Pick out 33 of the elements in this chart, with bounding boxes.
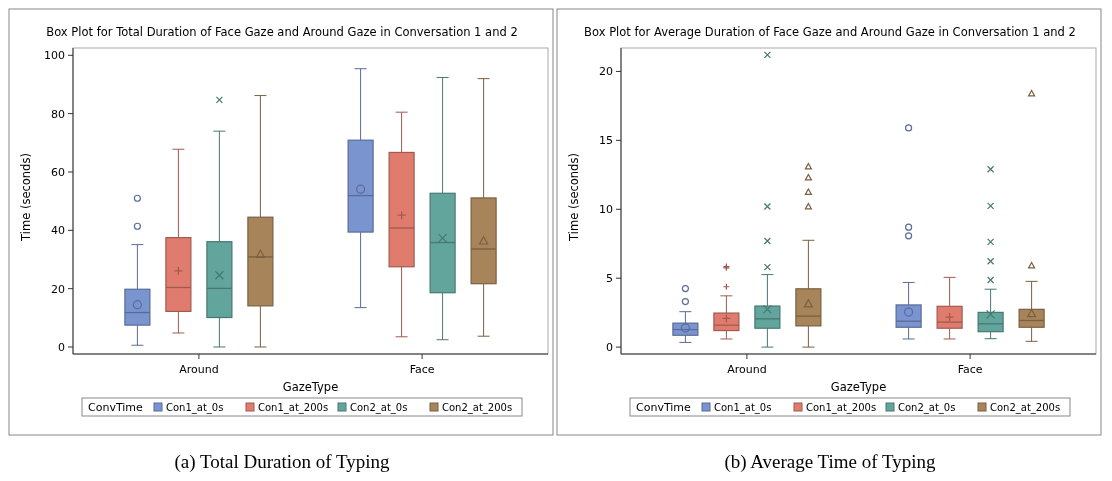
text: (b) Average Time of Typing	[724, 451, 937, 473]
y-tick-label: 10	[599, 203, 613, 217]
y-tick-label: 60	[51, 165, 65, 179]
legend-label: Con1_at_0s	[166, 402, 224, 414]
y-axis-title: Time (seconds)	[19, 153, 33, 242]
text: (a) Total Duration of Typing	[174, 451, 391, 473]
legend-title: ConvTime	[88, 401, 144, 414]
legend-label: Con2_at_0s	[898, 402, 956, 414]
y-tick-label: 5	[606, 272, 613, 286]
x-axis-title: GazeType	[282, 380, 339, 394]
legend-label: Con1_at_200s	[806, 402, 877, 414]
y-tick-label: 80	[51, 107, 65, 121]
legend-label: Con1_at_200s	[258, 402, 329, 414]
legend-label: Con2_at_200s	[990, 402, 1061, 414]
x-tick-label: Around	[727, 363, 767, 376]
legend-label: Con2_at_0s	[350, 402, 408, 414]
y-tick-label: 20	[599, 65, 613, 79]
chart-title: Box Plot for Total Duration of Face Gaze and Around Gaze in Conversation 1 and 2	[46, 25, 518, 39]
chart-title: Box Plot for Average Duration of Face Gaze and Around Gaze in Conversation 1 and 2	[584, 25, 1076, 39]
x-tick-label: Face	[957, 363, 983, 376]
y-tick-label: 0	[606, 341, 613, 355]
x-tick-label: Around	[179, 363, 219, 376]
y-tick-label: 0	[58, 341, 65, 354]
x-tick-label: Face	[409, 363, 435, 376]
y-tick-label: 20	[51, 282, 65, 296]
x-axis-title: GazeType	[830, 380, 887, 394]
legend-title: ConvTime	[636, 401, 692, 414]
y-tick-label: 100	[44, 49, 65, 63]
legend-label: Con1_at_0s	[714, 402, 772, 414]
y-axis-title: Time (seconds)	[567, 153, 581, 242]
y-tick-label: 40	[51, 224, 65, 238]
y-tick-label: 15	[599, 134, 613, 148]
legend-label: Con2_at_200s	[442, 402, 513, 414]
